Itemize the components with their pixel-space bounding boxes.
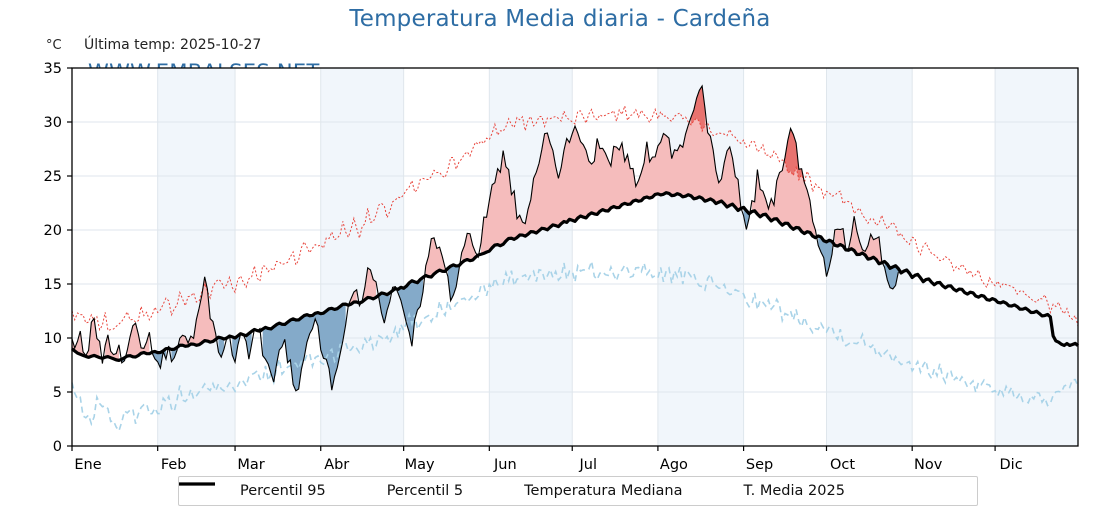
- fill-above-median: [461, 233, 476, 263]
- month-band: [320, 68, 404, 446]
- fill-above-p95: [691, 85, 705, 132]
- series-temperatura-mediana: [71, 191, 1079, 362]
- fill-below-median: [884, 261, 899, 289]
- month-band: [72, 68, 158, 446]
- last-temp-label: Última temp: 2025-10-27: [84, 37, 262, 53]
- anomaly-fills: [72, 85, 899, 391]
- x-tick-label: Jul: [578, 457, 597, 473]
- month-band: [235, 68, 321, 446]
- y-tick-label: 15: [44, 277, 62, 293]
- month-band: [489, 68, 573, 446]
- fill-below-median: [398, 277, 423, 347]
- month-band: [995, 68, 1078, 446]
- x-tick-label: Feb: [161, 457, 187, 473]
- y-tick-label: 25: [44, 169, 62, 185]
- legend-label: Percentil 5: [386, 483, 464, 499]
- x-tick-label: Nov: [914, 457, 943, 473]
- fill-above-median: [72, 318, 100, 358]
- series-percentil-95: [71, 103, 1079, 332]
- y-tick-label: 10: [44, 331, 62, 347]
- x-tick-label: Abr: [324, 457, 349, 473]
- series-t-media-2025: [71, 84, 899, 392]
- y-tick-label: 5: [53, 385, 62, 401]
- series-lines: [71, 84, 1079, 433]
- legend-swatch: [179, 483, 733, 498]
- axes: 0 5 10 15 20 25 30 35 Ene Feb Mar Abr May Jun Jul Ago Se…: [44, 61, 1079, 473]
- fill-above-median: [179, 276, 216, 347]
- fill-below-median: [378, 292, 390, 324]
- chart-legend: Percentil 95 Percentil 5 Temperatura Media…: [178, 476, 978, 506]
- x-tick-label: Sep: [746, 457, 773, 473]
- y-axis-unit-label: °C: [46, 38, 62, 53]
- fill-below-median: [246, 331, 252, 360]
- legend-label: T. Media 2025: [743, 483, 845, 499]
- page-title: Temperatura Media diaria - Cardeña: [349, 6, 771, 32]
- x-tick-label: Mar: [237, 457, 264, 473]
- fill-below-median: [171, 347, 178, 362]
- fill-above-median: [362, 267, 377, 302]
- month-band: [743, 68, 827, 446]
- y-tick-label: 35: [44, 61, 62, 77]
- y-tick-label: 30: [44, 115, 62, 131]
- fill-above-median: [751, 128, 816, 238]
- month-band: [572, 68, 658, 446]
- month-band: [912, 68, 996, 446]
- x-tick-label: Ago: [660, 457, 688, 473]
- fill-above-median: [481, 85, 741, 255]
- x-tick-label: Dic: [1000, 457, 1023, 473]
- fill-above-median: [425, 237, 446, 278]
- y-tick-label: 20: [44, 223, 62, 239]
- legend-item-temperatura-mediana[interactable]: Temperatura Mediana: [179, 477, 683, 505]
- legend-item-percentil-5[interactable]: Percentil 5: [179, 477, 464, 505]
- legend-label: Percentil 95: [240, 483, 326, 499]
- legend-swatch: [179, 482, 513, 498]
- y-tick-label: 0: [53, 439, 62, 455]
- fill-above-median: [834, 216, 882, 264]
- x-tick-label: Jun: [493, 457, 517, 473]
- legend-label: Temperatura Mediana: [524, 483, 683, 499]
- x-tick-label: Ene: [74, 457, 101, 473]
- fill-below-median: [818, 235, 833, 277]
- plot-frame: [71, 67, 1079, 447]
- legend-swatch: [179, 483, 376, 498]
- x-tick-label: May: [405, 457, 435, 473]
- legend-item-t-media-2025[interactable]: T. Media 2025: [179, 477, 845, 505]
- fill-below-median: [447, 264, 459, 301]
- x-tick-label: Oct: [830, 457, 855, 473]
- month-band: [157, 68, 236, 446]
- series-percentil-5: [71, 258, 1079, 433]
